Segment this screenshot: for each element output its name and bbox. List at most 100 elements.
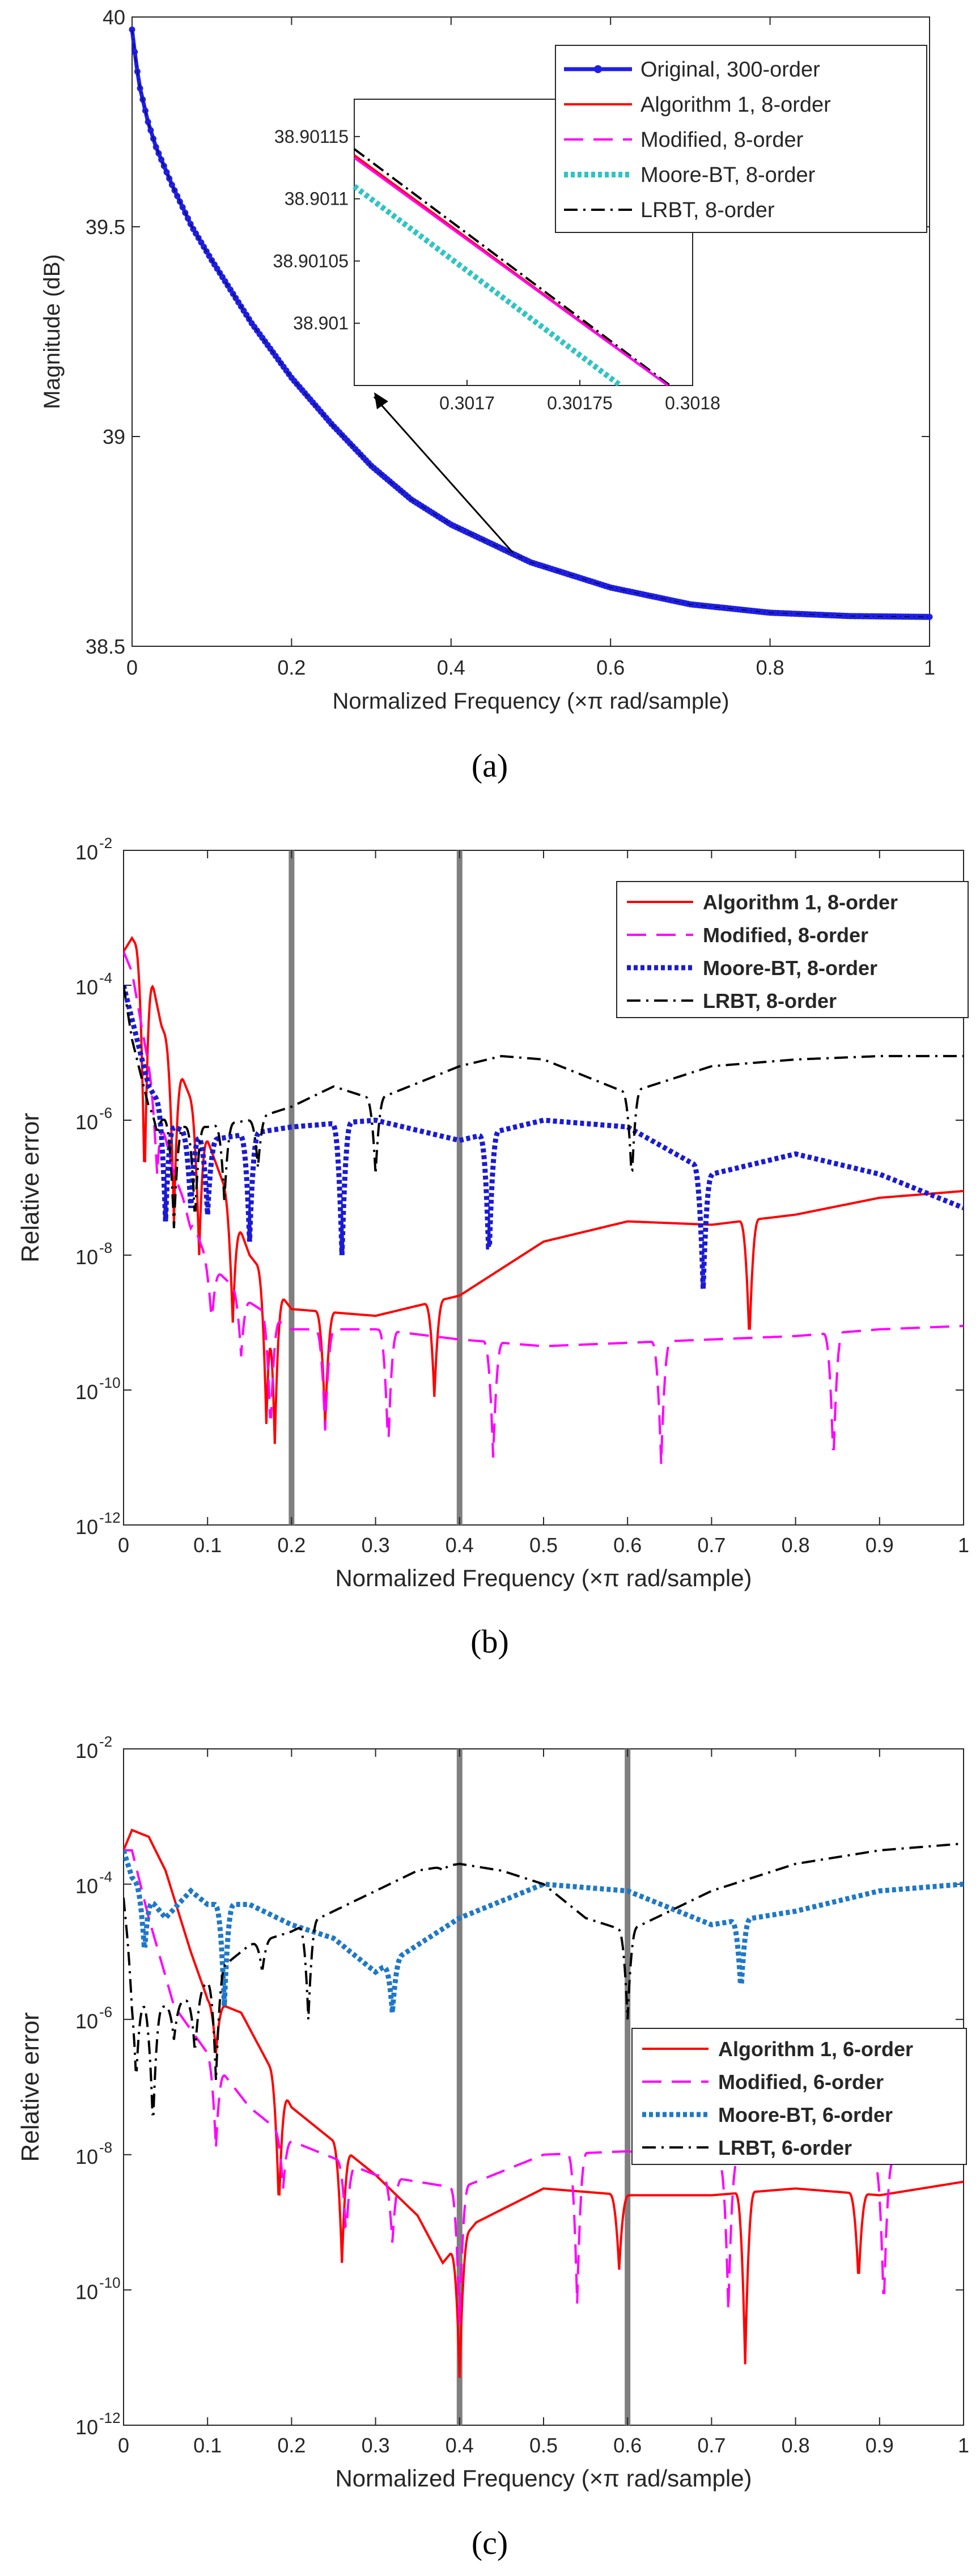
inset-frame — [354, 99, 693, 386]
marker-original — [179, 204, 186, 210]
panel-a: 0 0.2 0.4 0.6 0.8 1 38.5 39 39.5 40 Normalized Fre… — [40, 6, 935, 714]
inset-series-line — [353, 148, 671, 387]
x-tick-label-a: 1 — [924, 656, 935, 679]
x-axis-label-c: Normalized Frequency (×π rad/sample) — [335, 2465, 752, 2492]
y-tick-label-a: 40 — [103, 6, 125, 29]
legend-b — [616, 881, 969, 1018]
legend-c-entry: Algorithm 1, 6-order — [718, 2037, 913, 2061]
y-axis-label-c: Relative error — [16, 2012, 44, 2162]
inset-x-tick-label: 0.30175 — [547, 393, 613, 413]
y-tick-label-b: 10 — [75, 1515, 98, 1539]
x-tick-label-a: 0.8 — [756, 656, 784, 679]
inset-x-tick-label: 0.3017 — [439, 393, 495, 413]
marker-original — [145, 118, 151, 125]
plot-frame-a — [131, 16, 930, 647]
y-tick-label-b: 10 — [75, 1111, 98, 1134]
x-tick-label-c: 0.8 — [782, 2434, 810, 2457]
legend-b-entry: Moore-BT, 8-order — [703, 956, 877, 980]
legend-a-entry: Original, 300-order — [640, 58, 820, 82]
x-tick-label-c: 0.1 — [193, 2434, 222, 2457]
legend-c-entry: Modified, 6-order — [718, 2070, 884, 2094]
x-tick-label-b: 0.1 — [193, 1533, 222, 1557]
marker-original — [926, 613, 933, 620]
x-tick-label-a: 0 — [126, 656, 138, 679]
marker-original — [131, 49, 138, 56]
legend-c-entry: LRBT, 6-order — [718, 2136, 852, 2159]
x-tick-label-a: 0.2 — [277, 656, 306, 679]
marker-original — [174, 193, 181, 200]
x-tick-label-c: 0.7 — [697, 2434, 726, 2457]
y-tick-label-c: 10 — [75, 2280, 98, 2303]
x-tick-label-b: 0.6 — [613, 1533, 642, 1557]
x-tick-label-c: 0.9 — [866, 2434, 894, 2457]
legend-c-entry: Moore-BT, 6-order — [718, 2103, 893, 2126]
series-b-0 — [124, 935, 964, 1444]
y-tick-exponent-b: -10 — [99, 1374, 121, 1391]
legend-b-entry: LRBT, 8-order — [703, 989, 837, 1012]
x-tick-label-b: 0.2 — [277, 1533, 306, 1557]
y-tick-exponent-c: -12 — [99, 2409, 121, 2426]
x-tick-label-c: 0.6 — [613, 2434, 642, 2457]
y-tick-exponent-c: -2 — [99, 1733, 112, 1750]
x-tick-label-b: 0.7 — [697, 1533, 726, 1557]
x-tick-label-c: 0.4 — [446, 2434, 474, 2457]
x-tick-label-b: 0.4 — [446, 1533, 474, 1557]
inset-x-tick-label: 0.3018 — [665, 393, 720, 413]
series-c-2 — [124, 1849, 964, 2013]
marker-original — [147, 127, 154, 134]
y-tick-exponent-b: -4 — [99, 969, 112, 986]
legend-a-marker — [594, 65, 602, 73]
series-c-0 — [124, 1828, 964, 2378]
y-tick-label-a: 38.5 — [86, 635, 125, 658]
y-tick-label-b: 10 — [75, 976, 98, 999]
y-tick-exponent-c: -8 — [99, 2139, 112, 2156]
inset-arrow-head — [374, 392, 388, 409]
y-tick-exponent-b: -2 — [99, 834, 112, 851]
inset-y-tick-label: 38.9011 — [285, 189, 349, 209]
legend-b-entry: Modified, 8-order — [703, 923, 868, 947]
y-axis-label-b: Relative error — [16, 1113, 44, 1262]
y-axis-label-a: Magnitude (dB) — [40, 254, 65, 409]
y-tick-exponent-c: -4 — [99, 1869, 112, 1886]
y-tick-label-b: 10 — [75, 1380, 98, 1404]
series-c-1 — [124, 1849, 964, 2324]
x-tick-label-b: 0 — [118, 1533, 129, 1557]
caption-a: (a) — [472, 747, 508, 784]
y-tick-label-c: 10 — [75, 2416, 98, 2439]
x-tick-label-b: 0.9 — [866, 1533, 894, 1557]
x-tick-label-c: 0.2 — [277, 2434, 306, 2457]
legend-a-entry: Modified, 8-order — [640, 128, 804, 152]
y-tick-label-c: 10 — [75, 2145, 98, 2168]
series-c-3 — [124, 1842, 964, 2116]
series-b-1 — [124, 951, 964, 1464]
inset-series-line — [353, 184, 622, 388]
x-tick-label-b: 0.8 — [782, 1533, 810, 1557]
y-tick-label-b: 10 — [75, 841, 98, 864]
x-tick-label-c: 0 — [118, 2434, 129, 2457]
x-tick-label-b: 0.3 — [362, 1533, 390, 1557]
inset-series-line — [353, 156, 669, 387]
marker-original — [158, 156, 165, 163]
legend-a — [555, 45, 927, 233]
caption-b: (b) — [470, 1623, 509, 1660]
marker-original — [163, 169, 170, 176]
y-tick-label-c: 10 — [75, 1739, 98, 1762]
inset-arrow — [373, 396, 514, 553]
legend-b-entry: Algorithm 1, 8-order — [703, 891, 898, 914]
marker-original — [152, 143, 159, 150]
inset-y-tick-label: 38.90105 — [273, 251, 349, 271]
x-tick-label-c: 0.5 — [529, 2434, 558, 2457]
legend-a-entry: LRBT, 8-order — [640, 198, 775, 222]
x-axis-label-b: Normalized Frequency (×π rad/sample) — [335, 1565, 752, 1591]
y-tick-label-c: 10 — [75, 1875, 98, 1898]
x-tick-label-b: 1 — [958, 1533, 969, 1557]
y-tick-exponent-b: -8 — [99, 1239, 112, 1256]
x-tick-label-b: 0.5 — [529, 1533, 558, 1557]
series-b-2 — [124, 984, 964, 1289]
legend-a-entry: Algorithm 1, 8-order — [640, 93, 831, 117]
marker-original — [184, 215, 191, 222]
y-tick-exponent-c: -6 — [99, 2003, 112, 2020]
x-tick-label-a: 0.6 — [596, 656, 625, 679]
